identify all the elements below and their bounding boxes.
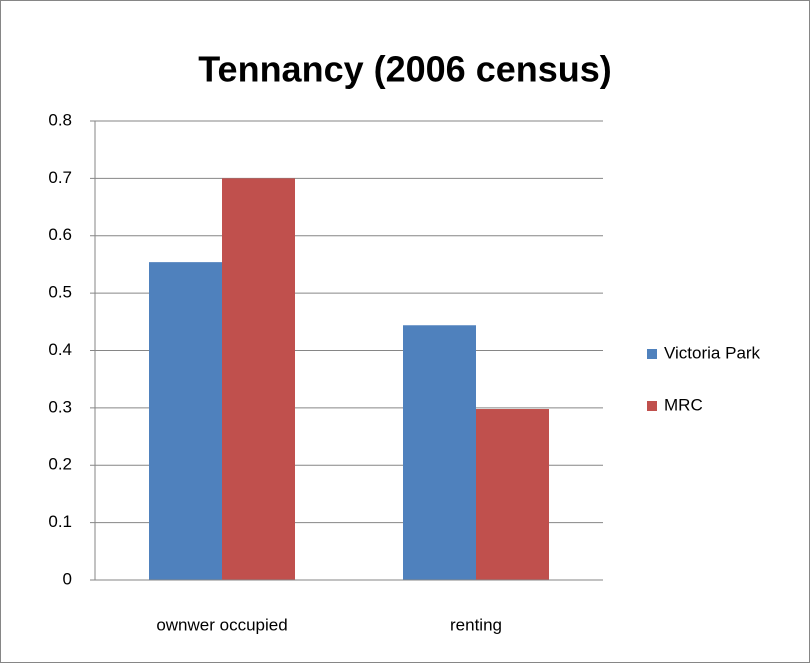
legend-swatch xyxy=(647,349,657,359)
y-tick-label: 0.7 xyxy=(48,168,72,187)
y-tick-label: 0.5 xyxy=(48,283,72,302)
bar xyxy=(403,325,476,580)
bar xyxy=(149,262,222,580)
y-tick-label: 0.4 xyxy=(48,340,72,359)
y-tick-label: 0.6 xyxy=(48,225,72,244)
y-tick-label: 0.3 xyxy=(48,397,72,416)
bar xyxy=(476,409,549,580)
y-tick-label: 0.2 xyxy=(48,455,72,474)
legend-label: Victoria Park xyxy=(664,343,761,362)
y-tick-label: 0.1 xyxy=(48,512,72,531)
bar xyxy=(222,178,295,580)
y-tick-label: 0 xyxy=(63,569,72,588)
legend-label: MRC xyxy=(664,395,703,414)
x-tick-label: ownwer occupied xyxy=(156,615,287,634)
y-tick-label: 0.8 xyxy=(48,110,72,129)
chart-title: Tennancy (2006 census) xyxy=(198,49,612,90)
legend-swatch xyxy=(647,401,657,411)
x-tick-label: renting xyxy=(450,615,502,634)
